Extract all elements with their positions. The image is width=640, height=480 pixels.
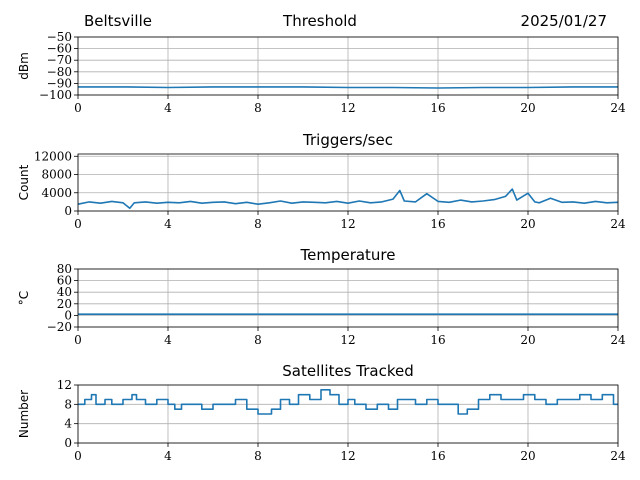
x-tick-label: 12 [340, 101, 355, 115]
y-tick-label: 80 [57, 262, 72, 276]
x-tick-label: 20 [520, 333, 535, 347]
x-tick-label: 4 [164, 101, 172, 115]
panel-4: 0 4 8 12 16 20 24 0 4 8 12 Number Satellites Tracked [17, 362, 626, 463]
first-panel-title: Threshold [283, 12, 357, 30]
series-line [78, 86, 618, 89]
y-tick-label: −60 [47, 42, 72, 56]
y-tick-label: −70 [47, 53, 72, 67]
y-tick-label: 12 [57, 378, 72, 392]
y-tick-label: 0 [64, 308, 72, 322]
series-line [78, 389, 618, 415]
panel-title: Satellites Tracked [282, 362, 413, 380]
x-tick-label: 0 [74, 449, 82, 463]
x-tick-label: 4 [164, 449, 172, 463]
panel-1: 0 4 8 12 16 20 24 −50−60−70−80−90−100 dBm [17, 30, 626, 115]
x-tick-label: 16 [430, 333, 445, 347]
y-axis-label: °C [17, 291, 31, 305]
y-tick-label: 0 [64, 204, 72, 218]
y-tick-label: 60 [57, 274, 72, 288]
x-tick-label: 24 [610, 217, 626, 231]
y-axis-label: Number [17, 390, 31, 438]
y-tick-label: −20 [47, 320, 72, 334]
y-tick-label: −90 [47, 76, 72, 90]
x-tick-label: 8 [254, 449, 262, 463]
x-tick-label: 12 [340, 217, 355, 231]
y-axis-label: Count [17, 164, 31, 200]
x-tick-label: 20 [520, 217, 535, 231]
y-tick-label: −50 [47, 30, 72, 44]
x-tick-label: 24 [610, 449, 626, 463]
y-tick-label: −80 [47, 65, 72, 79]
x-tick-label: 8 [254, 101, 262, 115]
x-tick-label: 16 [430, 217, 445, 231]
panel-title: Temperature [299, 246, 395, 264]
y-tick-label: 0 [64, 436, 72, 450]
x-tick-label: 12 [340, 333, 355, 347]
x-tick-label: 4 [164, 333, 172, 347]
x-tick-label: 20 [520, 101, 535, 115]
x-tick-label: 16 [430, 449, 445, 463]
x-tick-label: 8 [254, 333, 262, 347]
station-name: Beltsville [84, 12, 152, 30]
x-tick-label: 24 [610, 333, 626, 347]
x-tick-label: 0 [74, 217, 82, 231]
y-tick-label: −100 [39, 88, 72, 102]
y-tick-label: 8000 [41, 168, 72, 182]
series-line [77, 188, 619, 210]
x-tick-label: 0 [74, 101, 82, 115]
x-tick-label: 24 [610, 101, 626, 115]
y-tick-label: 40 [57, 285, 72, 299]
x-tick-label: 4 [164, 217, 172, 231]
y-tick-label: 20 [57, 297, 72, 311]
x-tick-label: 16 [430, 101, 445, 115]
y-tick-label: 4 [64, 417, 72, 431]
x-tick-label: 12 [340, 449, 355, 463]
y-tick-label: 4000 [41, 186, 72, 200]
y-tick-label: 12000 [34, 149, 72, 163]
x-tick-label: 0 [74, 333, 82, 347]
y-tick-label: 8 [64, 397, 72, 411]
report-date: 2025/01/27 [520, 12, 607, 30]
x-tick-label: 20 [520, 449, 535, 463]
x-tick-label: 8 [254, 217, 262, 231]
y-axis-label: dBm [17, 52, 31, 80]
panel-title: Triggers/sec [302, 131, 393, 149]
